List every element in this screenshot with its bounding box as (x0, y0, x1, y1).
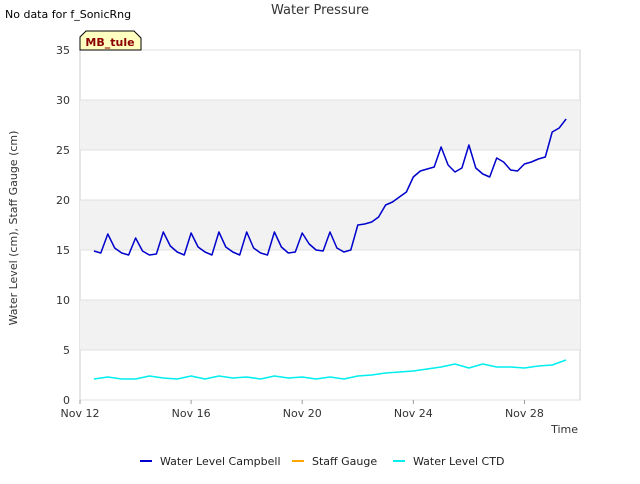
x-tick-label: Nov 28 (505, 407, 544, 420)
grid-band (80, 100, 580, 150)
y-tick-label: 15 (56, 244, 70, 257)
station-badge-label: MB_tule (85, 36, 134, 49)
series-line-0 (93, 118, 567, 256)
legend-label-0: Water Level Campbell (160, 455, 281, 468)
y-tick-label: 30 (56, 94, 70, 107)
series-line-2 (93, 359, 567, 380)
y-tick-label: 0 (63, 394, 70, 407)
legend-label-2: Water Level CTD (413, 455, 504, 468)
y-tick-label: 20 (56, 194, 70, 207)
y-axis-ticks: 0 5 10 15 20 25 30 35 (56, 44, 70, 407)
y-tick-label: 5 (63, 344, 70, 357)
station-badge: MB_tule (79, 30, 142, 51)
grid-band (80, 300, 580, 350)
x-tick-label: Nov 16 (172, 407, 211, 420)
grid-band (80, 200, 580, 250)
y-axis-label: Water Level (cm), Staff Gauge (cm) (7, 131, 20, 326)
y-tick-label: 35 (56, 44, 70, 57)
grid-bands (80, 100, 580, 350)
station-badge-shape (79, 30, 142, 51)
y-tick-label: 25 (56, 144, 70, 157)
gridlines (80, 49, 580, 401)
no-data-note: No data for f_SonicRng (5, 8, 131, 21)
x-axis-label: Time (550, 423, 578, 436)
series-layer (93, 118, 567, 380)
x-axis-ticks: Nov 12 Nov 16 Nov 20 Nov 24 Nov 28 (61, 400, 544, 420)
y-tick-label: 10 (56, 294, 70, 307)
legend-label-1: Staff Gauge (312, 455, 377, 468)
x-tick-label: Nov 24 (394, 407, 433, 420)
x-tick-label: Nov 20 (283, 407, 322, 420)
legend: Water Level Campbell Staff Gauge Water Lev… (140, 455, 504, 468)
chart-title: Water Pressure (271, 3, 369, 18)
x-tick-label: Nov 12 (61, 407, 100, 420)
